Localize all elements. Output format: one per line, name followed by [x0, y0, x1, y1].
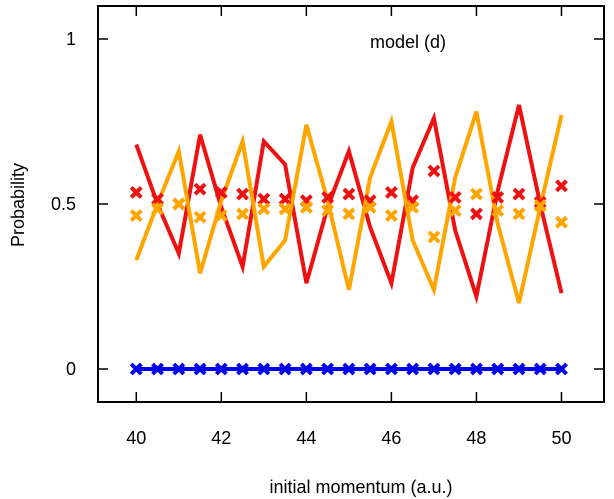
x-tick-label: 50	[551, 428, 571, 448]
x-axis: 40 42 44 46 48 50	[126, 6, 571, 448]
data-point-marker	[129, 186, 143, 199]
data-point-marker	[321, 190, 335, 204]
data-point-marker	[151, 362, 164, 376]
y-axis-label: Probability	[8, 163, 28, 247]
data-point-marker	[129, 362, 143, 376]
data-point-marker	[214, 362, 228, 376]
data-point-marker	[470, 362, 483, 376]
data-point-marker	[533, 199, 547, 213]
data-point-marker	[363, 200, 377, 214]
data-point-marker	[172, 197, 186, 211]
series-3	[129, 164, 568, 221]
data-point-marker	[555, 215, 568, 229]
series-line	[134, 104, 564, 305]
y-axis: 00.51	[51, 29, 604, 379]
y-tick-label: 0.5	[51, 194, 76, 214]
series-1	[134, 104, 564, 305]
data-point-marker	[512, 207, 526, 221]
data-point-marker	[129, 209, 143, 222]
data-point-marker	[491, 204, 505, 218]
data-point-marker	[321, 204, 335, 218]
x-axis-label: initial momentum (a.u.)	[269, 477, 452, 497]
data-point-marker	[342, 187, 356, 201]
plot-area	[129, 104, 568, 376]
series-5	[129, 362, 568, 376]
data-point-marker	[299, 200, 313, 214]
series-line	[134, 110, 564, 304]
x-tick-label: 46	[381, 428, 401, 448]
series-2	[134, 110, 564, 304]
data-point-marker	[342, 207, 356, 221]
data-point-marker	[470, 187, 483, 201]
data-point-marker	[427, 362, 441, 376]
series-4	[129, 187, 568, 244]
data-point-marker	[448, 362, 462, 376]
data-point-marker	[236, 362, 249, 376]
data-point-marker	[278, 362, 292, 376]
plot-frame	[97, 5, 605, 403]
data-point-marker	[257, 362, 271, 376]
data-point-marker	[193, 182, 207, 196]
data-point-marker	[384, 209, 398, 222]
data-point-marker	[533, 195, 547, 209]
x-tick-label: 44	[296, 428, 316, 448]
data-point-marker	[491, 190, 505, 204]
data-point-marker	[427, 230, 441, 244]
x-tick-label: 40	[126, 428, 146, 448]
x-tick-label: 42	[211, 428, 231, 448]
x-tick-label: 48	[466, 428, 486, 448]
data-point-marker	[427, 164, 441, 178]
data-point-marker	[172, 362, 186, 376]
data-point-marker	[193, 210, 207, 224]
data-point-marker	[299, 362, 313, 376]
data-point-marker	[151, 202, 164, 216]
data-point-marker	[512, 187, 526, 201]
data-point-marker	[512, 362, 526, 376]
data-point-marker	[470, 207, 483, 221]
data-point-marker	[406, 362, 420, 376]
data-point-marker	[384, 362, 398, 376]
data-point-marker	[555, 362, 568, 376]
data-point-marker	[363, 362, 377, 376]
data-point-marker	[257, 202, 271, 216]
data-point-marker	[321, 362, 335, 376]
data-point-marker	[491, 362, 505, 376]
data-point-marker	[533, 362, 547, 376]
data-point-marker	[214, 186, 228, 199]
data-point-marker	[278, 202, 292, 216]
data-point-marker	[342, 362, 356, 376]
data-point-marker	[236, 187, 249, 201]
data-point-marker	[384, 186, 398, 199]
data-point-marker	[214, 209, 228, 222]
data-point-marker	[555, 179, 568, 193]
data-point-marker	[151, 192, 164, 206]
data-point-marker	[193, 362, 207, 376]
y-tick-label: 0	[66, 359, 76, 379]
chart-title: model (d)	[370, 32, 446, 52]
data-point-marker	[448, 190, 462, 204]
data-point-marker	[448, 204, 462, 218]
data-point-marker	[257, 192, 271, 206]
data-point-marker	[236, 207, 249, 221]
data-point-marker	[406, 200, 420, 214]
y-tick-label: 1	[66, 29, 76, 49]
data-point-marker	[278, 192, 292, 206]
